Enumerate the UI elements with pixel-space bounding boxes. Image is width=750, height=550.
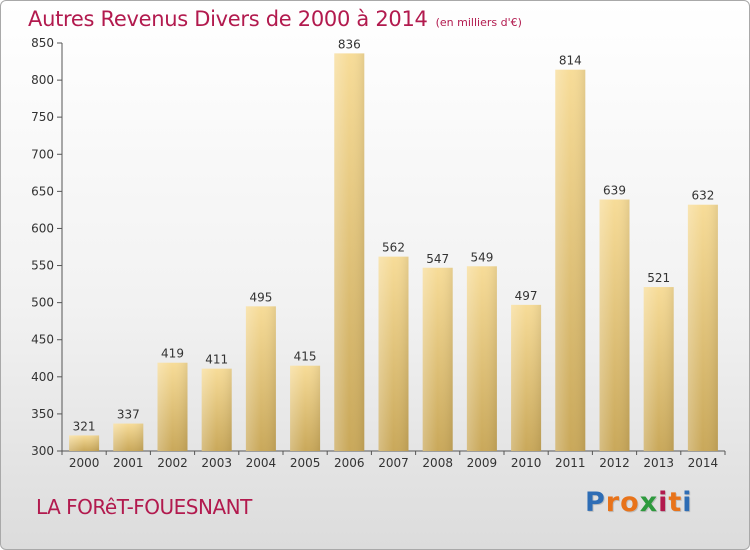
logo-letter: r [605, 487, 621, 518]
y-tick-label: 500 [31, 296, 54, 310]
bar-shading [113, 423, 144, 451]
x-tick-label: 2012 [599, 456, 630, 470]
logo-letter: o [620, 487, 640, 518]
bar-shading [245, 306, 276, 451]
x-tick-label: 2011 [555, 456, 586, 470]
x-tick-label: 2005 [290, 456, 321, 470]
x-tick-label: 2010 [511, 456, 542, 470]
x-tick-label: 2007 [378, 456, 409, 470]
x-tick-label: 2009 [467, 456, 498, 470]
bar-shading [157, 362, 188, 451]
place-name: LA FORêT-FOUESNANT [36, 495, 252, 519]
bar-shading [511, 304, 542, 451]
bar-shading [422, 267, 453, 451]
y-tick-label: 650 [31, 184, 54, 198]
data-label: 411 [205, 353, 228, 367]
y-tick-label: 750 [31, 110, 54, 124]
bar-shading [643, 287, 674, 451]
y-tick-label: 600 [31, 221, 54, 235]
bar-shading [687, 204, 718, 451]
data-label: 814 [559, 54, 582, 68]
bar-shading [69, 435, 100, 451]
y-tick-label: 350 [31, 407, 54, 421]
chart-unit: (en milliers d'€) [435, 16, 522, 29]
chart-title-text: Autres Revenus Divers de 2000 à 2014 [28, 7, 428, 31]
bar-shading [290, 365, 321, 451]
logo-letter: P [585, 487, 606, 518]
y-tick-label: 300 [31, 444, 54, 458]
y-tick-label: 550 [31, 259, 54, 273]
data-label: 419 [161, 347, 184, 361]
y-tick-label: 850 [31, 36, 54, 50]
bar-shading [555, 69, 586, 452]
bar-shading [599, 199, 630, 451]
y-tick-label: 800 [31, 73, 54, 87]
data-label: 562 [382, 241, 405, 255]
x-tick-label: 2008 [422, 456, 453, 470]
x-tick-label: 2004 [246, 456, 277, 470]
data-label: 547 [426, 252, 449, 266]
data-label: 415 [294, 350, 317, 364]
y-tick-label: 400 [31, 370, 54, 384]
x-tick-label: 2000 [69, 456, 100, 470]
data-label: 521 [647, 271, 670, 285]
bar-shading [334, 53, 365, 451]
data-label: 836 [338, 37, 361, 51]
x-tick-label: 2006 [334, 456, 365, 470]
data-label: 549 [470, 250, 493, 264]
logo-letter: i [658, 487, 669, 518]
bar-shading [378, 256, 409, 451]
data-labels: 321 337 419 411 495 415 836 562 547 549 497 814 639 5… [73, 37, 715, 433]
bars [69, 53, 718, 452]
x-tick-label: 2014 [688, 456, 719, 470]
data-label: 495 [249, 290, 272, 304]
logo-letter: x [639, 487, 659, 518]
bar-shading [466, 266, 497, 451]
x-tick-label: 2013 [643, 456, 674, 470]
data-label: 321 [73, 419, 96, 433]
y-tick-label: 700 [31, 147, 54, 161]
proxiti-logo: Proxiti [585, 487, 693, 518]
data-label: 497 [515, 289, 538, 303]
bar-shading [201, 368, 232, 451]
x-tick-label: 2003 [201, 456, 232, 470]
data-label: 632 [691, 189, 714, 203]
y-tick-label: 450 [31, 333, 54, 347]
axes: 300 350 400 450 500 550 600 650 700 750 800 850 2000… [31, 36, 726, 470]
logo-letter: i [682, 487, 693, 518]
data-label: 337 [117, 408, 140, 422]
data-label: 639 [603, 184, 626, 198]
x-tick-label: 2001 [113, 456, 144, 470]
chart-title: Autres Revenus Divers de 2000 à 2014 (en … [28, 7, 522, 31]
logo-letter: t [668, 487, 683, 518]
x-tick-label: 2002 [157, 456, 188, 470]
